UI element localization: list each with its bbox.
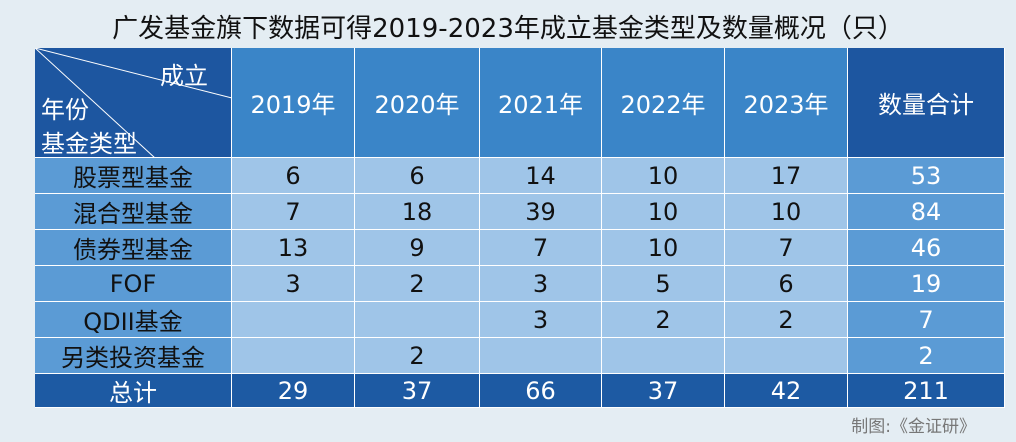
data-cell: 7 <box>725 230 848 266</box>
data-cell: 18 <box>355 194 480 230</box>
data-cell: 84 <box>848 194 1005 230</box>
title: 广发基金旗下数据可得2019-2023年成立基金类型及数量概况（只） <box>112 14 904 44</box>
row-label: 债券型基金 <box>35 230 232 266</box>
data-cell: 10 <box>725 194 848 230</box>
data-cell: 10 <box>602 158 725 194</box>
data-cell: 37 <box>355 374 480 408</box>
data-cell: 3 <box>480 302 602 338</box>
row-label: QDII基金 <box>35 302 232 338</box>
corner-label: 年份 <box>41 96 89 124</box>
data-cell: 7 <box>232 194 355 230</box>
data-cell: 3 <box>232 266 355 302</box>
data-cell <box>725 338 848 374</box>
data-cell: 42 <box>725 374 848 408</box>
data-cell: 2 <box>355 338 480 374</box>
data-cell: 9 <box>355 230 480 266</box>
column-header: 2020年 <box>355 48 480 158</box>
data-cell <box>602 338 725 374</box>
row-label: 总计 <box>35 374 232 408</box>
data-cell: 29 <box>232 374 355 408</box>
data-cell <box>355 302 480 338</box>
corner-label: 基金类型 <box>41 130 137 158</box>
corner-label: 成立 <box>160 62 208 90</box>
corner-cell: 成立年份基金类型 <box>35 48 232 158</box>
column-header: 2019年 <box>232 48 355 158</box>
data-cell: 46 <box>848 230 1005 266</box>
data-cell: 2 <box>602 302 725 338</box>
data-cell: 13 <box>232 230 355 266</box>
column-header: 2022年 <box>602 48 725 158</box>
data-cell: 10 <box>602 194 725 230</box>
data-cell: 37 <box>602 374 725 408</box>
data-cell: 6 <box>232 158 355 194</box>
data-cell: 7 <box>848 302 1005 338</box>
row-label: 混合型基金 <box>35 194 232 230</box>
data-cell: 10 <box>602 230 725 266</box>
column-header: 2021年 <box>480 48 602 158</box>
data-cell: 53 <box>848 158 1005 194</box>
data-cell: 5 <box>602 266 725 302</box>
data-cell: 14 <box>480 158 602 194</box>
data-cell: 2 <box>355 266 480 302</box>
data-cell: 6 <box>355 158 480 194</box>
data-cell <box>232 302 355 338</box>
data-cell: 6 <box>725 266 848 302</box>
row-label: 股票型基金 <box>35 158 232 194</box>
row-label: 另类投资基金 <box>35 338 232 374</box>
data-cell: 66 <box>480 374 602 408</box>
source: 制图:《金证研》 <box>851 417 976 437</box>
data-cell: 2 <box>725 302 848 338</box>
data-cell: 39 <box>480 194 602 230</box>
row-label: FOF <box>35 266 232 302</box>
data-cell: 17 <box>725 158 848 194</box>
corner-diagonals <box>35 48 232 158</box>
data-cell <box>232 338 355 374</box>
column-header: 数量合计 <box>848 48 1005 158</box>
data-cell: 211 <box>848 374 1005 408</box>
data-cell <box>480 338 602 374</box>
data-cell: 3 <box>480 266 602 302</box>
data-cell: 2 <box>848 338 1005 374</box>
column-header: 2023年 <box>725 48 848 158</box>
data-cell: 19 <box>848 266 1005 302</box>
data-cell: 7 <box>480 230 602 266</box>
